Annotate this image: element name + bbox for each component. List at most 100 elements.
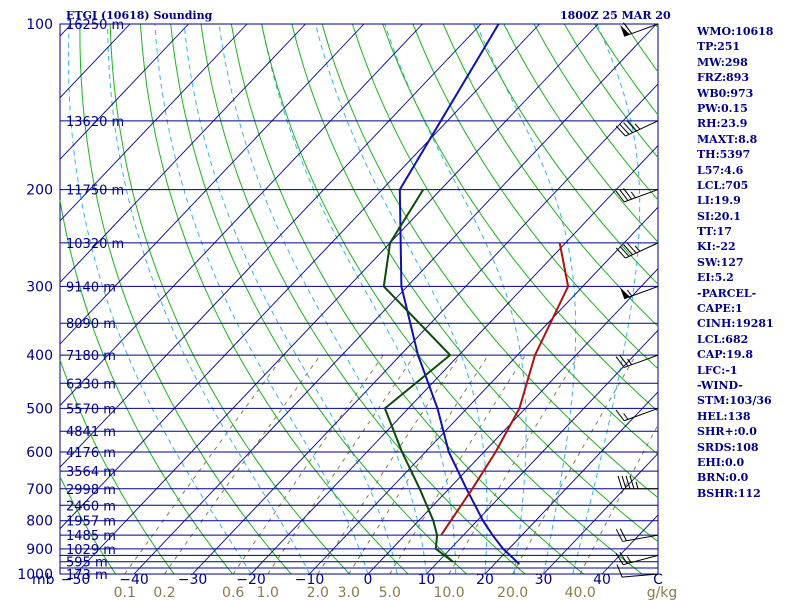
height-labels: 16250 m 13620 m 11750 m 10320 m 9140 m 8090 m…	[66, 18, 124, 583]
valid-time: 1800Z 25 MAR 20	[560, 9, 671, 22]
height-label: 7180 m	[66, 349, 116, 364]
index-item: WB0:973	[697, 86, 754, 100]
isotherm-line	[59, 23, 365, 345]
index-item: MW:298	[697, 55, 748, 69]
temperature-tick-label: 40	[593, 572, 611, 588]
height-label: 13620 m	[66, 115, 124, 130]
index-item: KI:-22	[697, 240, 736, 254]
index-section-heading: -WIND-	[697, 378, 743, 392]
isotherm-line	[59, 23, 189, 160]
temperature-line	[440, 242, 570, 536]
index-item: TH:5397	[697, 148, 751, 162]
index-item: CINH:19281	[697, 317, 774, 331]
pressure-tick-label: 500	[26, 401, 53, 417]
index-item: FRZ:893	[697, 71, 750, 85]
wind-barb	[615, 242, 659, 259]
isotherm-line	[59, 23, 131, 99]
wind-barb	[616, 564, 659, 578]
height-label: 173 m	[66, 568, 108, 583]
temperature-tick-label: 20	[476, 572, 494, 588]
temperature-tick-label: −20	[236, 572, 266, 588]
index-item: EHI:0.0	[697, 455, 745, 469]
mixing-ratio-tick-label: 0.1	[114, 585, 136, 600]
wind-barbs	[615, 22, 659, 578]
index-item: LCL:682	[697, 332, 749, 346]
height-label: 10320 m	[66, 237, 124, 252]
index-item: SI:20.1	[697, 209, 741, 223]
height-label: 6330 m	[66, 377, 116, 392]
height-label: 4176 m	[66, 446, 116, 461]
height-label: 11750 m	[66, 184, 124, 199]
index-item: PW:0.15	[697, 101, 748, 115]
isotherm-line	[75, 23, 599, 575]
mixing-ratio-tick-label: 1.0	[257, 585, 279, 600]
pressure-tick-label: 1000	[17, 567, 53, 583]
dry-adiabat-line	[351, 23, 659, 455]
index-item: MAXT:8.8	[697, 132, 758, 146]
height-label: 9140 m	[66, 280, 116, 295]
index-item: LCL:705	[697, 178, 749, 192]
temperature-axis-labels: −50 −40 −30 −20 −10 0 10 20 30 40 C	[61, 572, 663, 588]
pressure-tick-label: 300	[26, 279, 53, 295]
isotherm-line	[59, 23, 482, 468]
index-item: HEL:138	[697, 409, 751, 423]
height-label: 595 m	[66, 556, 108, 571]
index-item: SRDS:108	[697, 440, 759, 454]
pressure-tick-label: 700	[26, 482, 53, 498]
height-label: 1957 m	[66, 515, 116, 530]
index-item: TP:251	[697, 40, 741, 54]
parcel-path-line	[398, 23, 521, 565]
index-item: LFC:-1	[697, 363, 738, 377]
isotherms	[59, 23, 659, 575]
index-item: STM:103/36	[697, 394, 772, 408]
mixing-ratio-labels: 0.1 0.2 0.6 1.0 2.0 3.0 5.0 10.0 20.0 40.0 g/kg	[114, 585, 678, 600]
isobars	[60, 23, 658, 575]
mixing-ratio-tick-label: 0.2	[153, 585, 175, 600]
temperature-tick-label: 30	[535, 572, 553, 588]
sounding-profiles	[382, 23, 570, 565]
height-label: 1029 m	[66, 543, 116, 558]
dry-adiabat-line	[382, 23, 659, 412]
index-item: CAPE:1	[697, 302, 743, 316]
temperature-tick-label: C	[653, 572, 663, 588]
pressure-unit-label: mb	[32, 572, 55, 588]
wind-barb	[620, 22, 659, 37]
pressure-tick-label: 900	[26, 542, 53, 558]
index-item: CAP:19.8	[697, 348, 754, 362]
dry-adiabat-line	[59, 476, 117, 575]
isotherm-line	[59, 23, 248, 222]
height-label: 2998 m	[66, 483, 116, 498]
isotherm-line	[59, 23, 306, 283]
pressure-tick-label: 600	[26, 445, 53, 461]
temperature-tick-label: −30	[178, 572, 208, 588]
pressure-tick-label: 800	[26, 514, 53, 530]
height-label: 3564 m	[66, 465, 116, 480]
isotherm-line	[59, 23, 72, 37]
temperature-tick-label: −10	[295, 572, 325, 588]
isotherm-line	[309, 206, 659, 575]
wind-barb	[617, 475, 658, 490]
station-title: ETGI (10618) Sounding	[66, 9, 213, 22]
index-item: SHR+:0.0	[697, 425, 757, 439]
wind-barb	[615, 551, 659, 566]
height-label: 8090 m	[66, 317, 116, 332]
wind-barb	[615, 120, 659, 137]
dry-adiabat-line	[594, 23, 659, 116]
wind-barb	[615, 407, 659, 422]
mixing-ratio-tick-label: 10.0	[433, 585, 464, 600]
index-item: BRN:0.0	[697, 471, 749, 485]
index-item: RH:23.9	[697, 117, 748, 131]
pressure-tick-label: 200	[26, 183, 53, 199]
height-label: 5570 m	[66, 402, 116, 417]
isotherm-line	[543, 453, 659, 575]
dry-adiabat-line	[442, 23, 659, 327]
isotherm-line	[601, 514, 659, 575]
temperature-tick-label: 10	[418, 572, 436, 588]
pressure-tick-label: 100	[26, 17, 53, 33]
mixing-ratio-tick-label: 20.0	[497, 585, 528, 600]
wind-barb	[615, 354, 659, 368]
isotherm-line	[59, 23, 540, 530]
mixing-ratio-tick-label: 3.0	[338, 585, 360, 600]
